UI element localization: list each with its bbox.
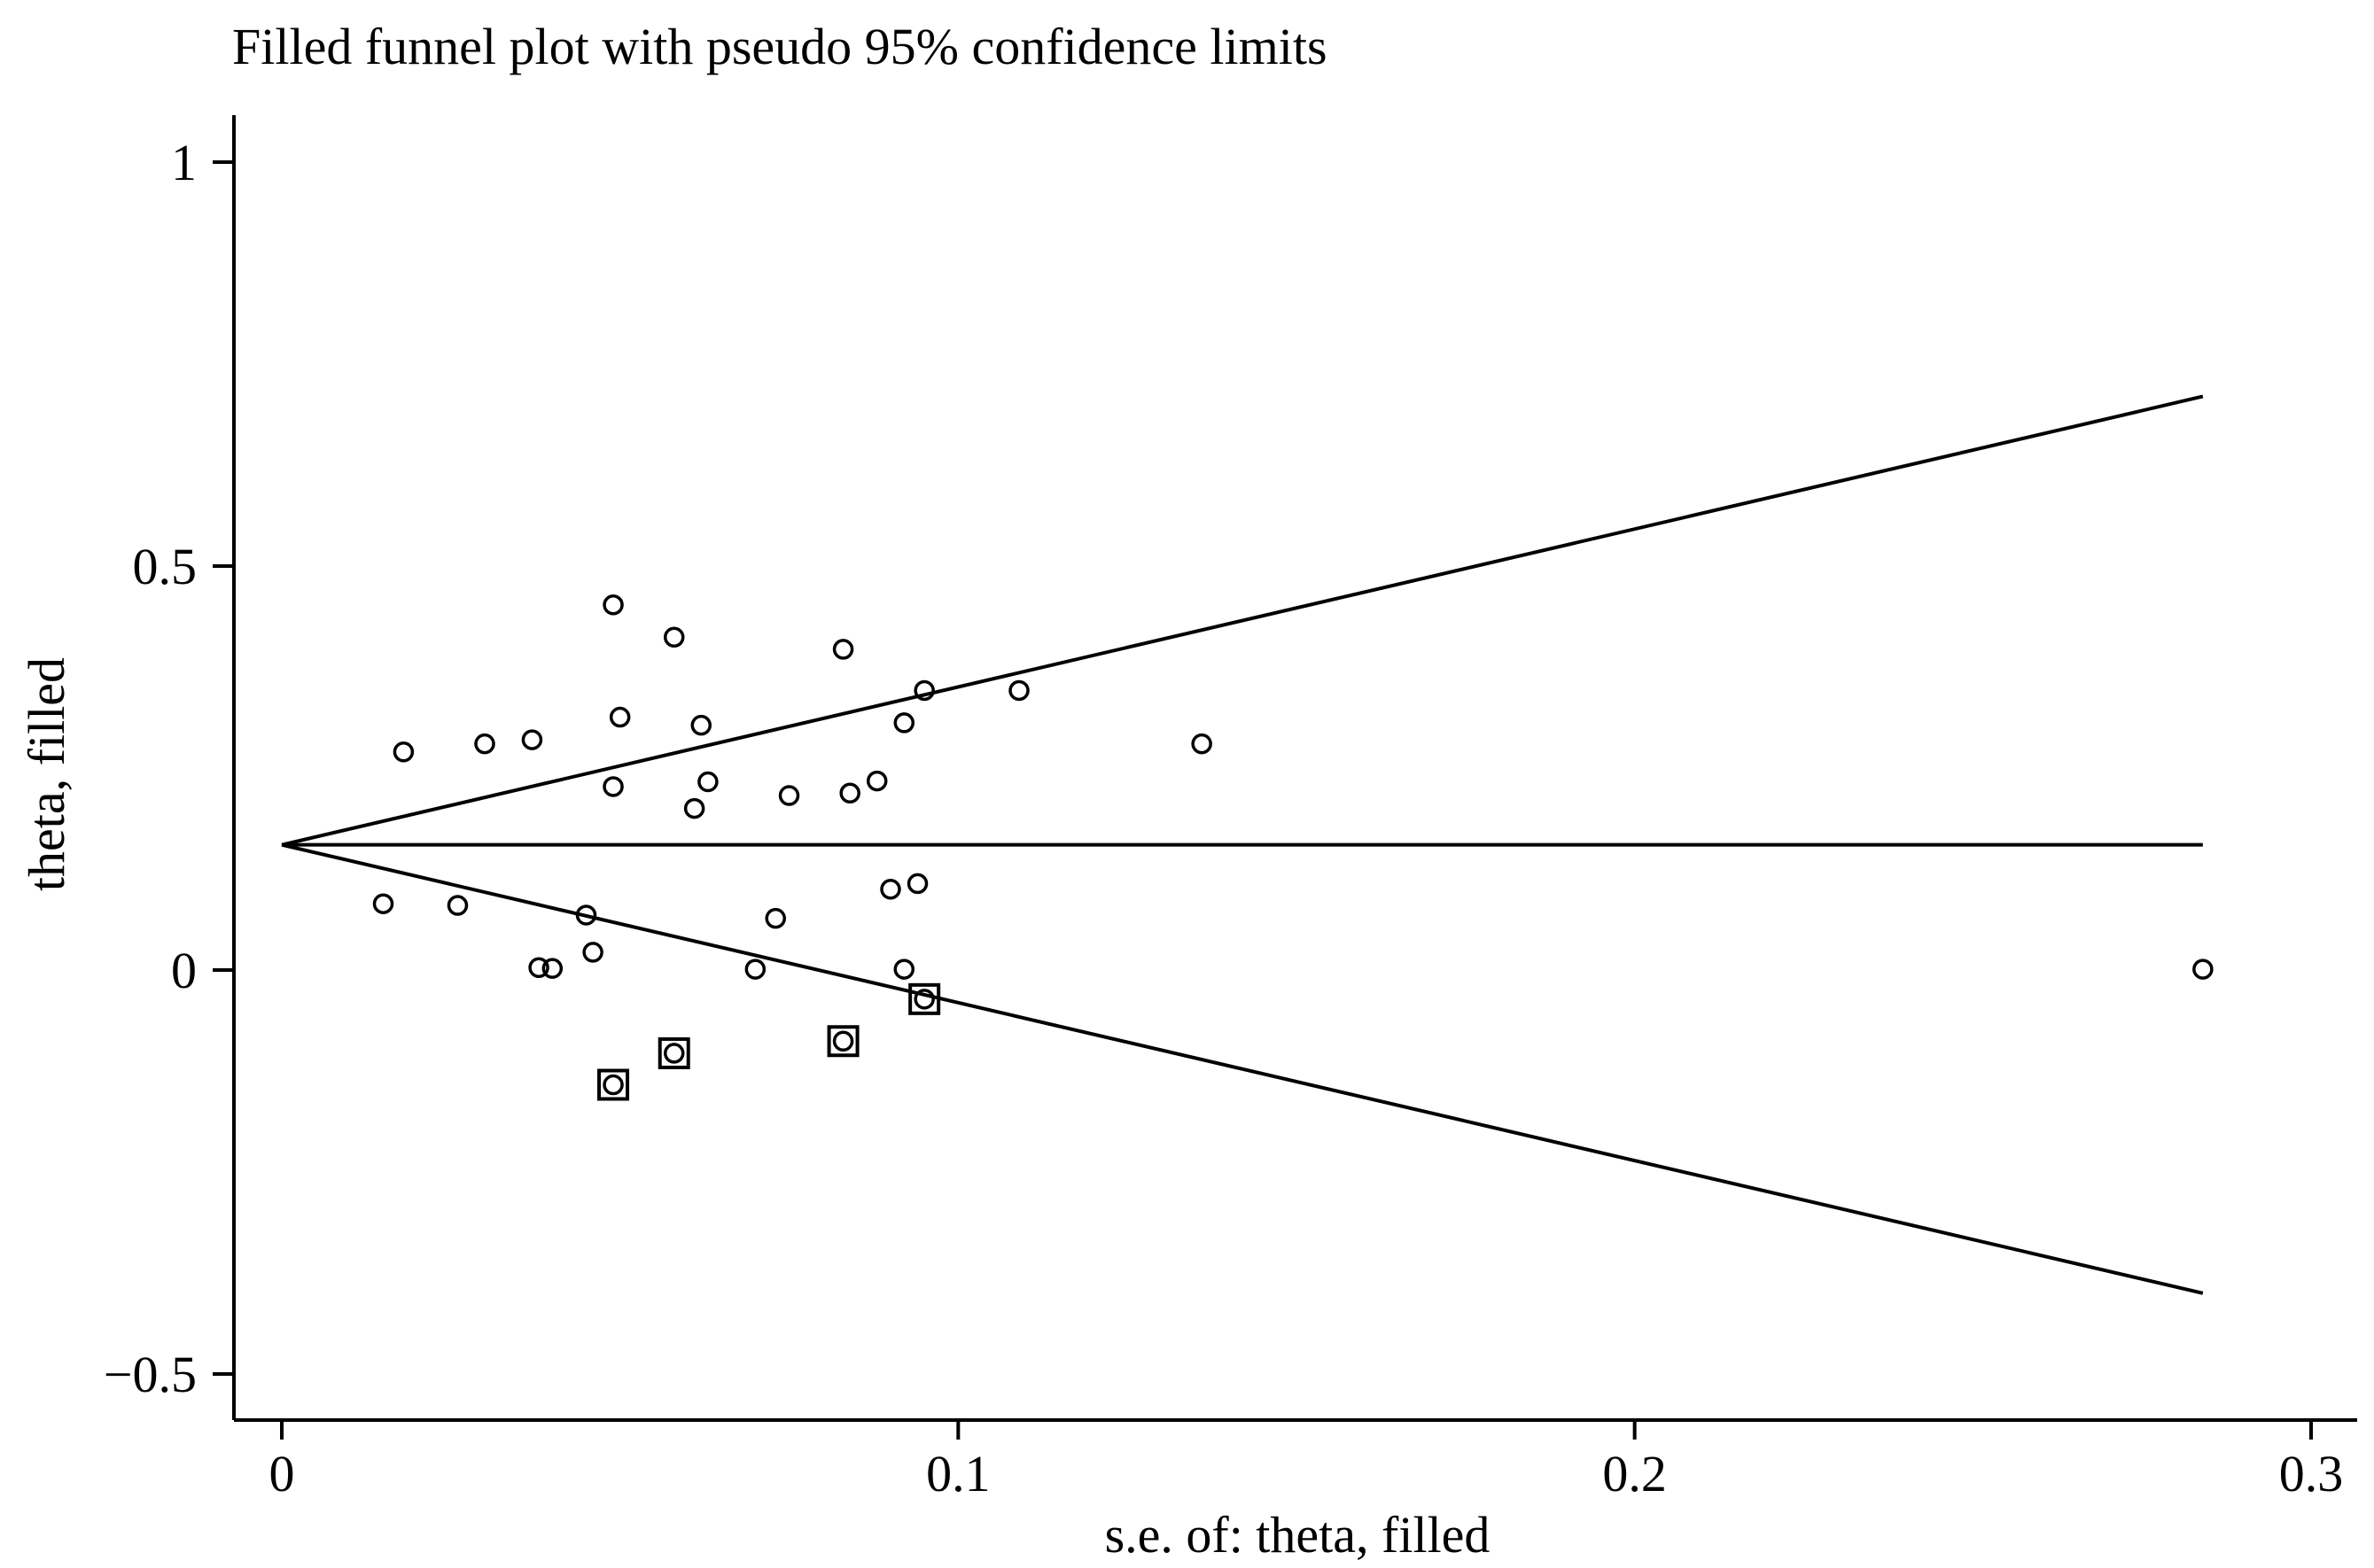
observed-study-point <box>603 594 624 616</box>
observed-study-point <box>914 679 935 702</box>
filled-study-point <box>663 1043 685 1064</box>
observed-study-point <box>521 729 543 750</box>
observed-study-point <box>1191 733 1212 755</box>
x-tick-label: 0.3 <box>2279 1445 2344 1502</box>
observed-study-point <box>372 893 394 914</box>
observed-study-point <box>832 639 854 660</box>
x-axis-label: s.e. of: theta, filled <box>1105 1506 1491 1564</box>
observed-study-point <box>393 741 415 763</box>
x-tick-label: 0.1 <box>926 1445 991 1502</box>
observed-study-point <box>893 712 915 734</box>
observed-study-point <box>2192 959 2214 980</box>
observed-study-point <box>690 714 712 736</box>
x-tick-label: 0.2 <box>1602 1445 1667 1502</box>
observed-study-point <box>609 706 631 728</box>
observed-study-point <box>582 942 603 963</box>
observed-study-point <box>893 959 915 980</box>
observed-study-point <box>575 904 597 926</box>
y-axis-label: theta, filled <box>18 657 75 891</box>
x-axis-ticks: 0 0.1 0.2 0.3 <box>269 1420 2344 1502</box>
x-tick-label: 0 <box>269 1445 295 1502</box>
observed-study-point <box>1008 679 1030 702</box>
observed-study-point <box>663 626 685 648</box>
upper-confidence-limit-line <box>281 394 2204 847</box>
observed-study-point <box>744 959 767 980</box>
observed-study-point <box>683 797 705 819</box>
observed-study-point <box>541 958 564 979</box>
chart-title: Filled funnel plot with pseudo 95% confi… <box>232 18 1327 75</box>
observed-study-point <box>880 879 901 900</box>
funnel-lines <box>281 394 2204 1295</box>
filled-study-square <box>827 1025 860 1058</box>
filled-study-square <box>658 1036 690 1069</box>
filled-study-point <box>832 1030 854 1052</box>
observed-study-point <box>447 895 469 916</box>
observed-study-point <box>866 770 888 792</box>
observed-study-point <box>603 776 624 797</box>
y-tick-label: −0.5 <box>104 1346 197 1403</box>
filled-study-point <box>914 989 935 1010</box>
observed-study-point <box>765 907 786 929</box>
lower-confidence-limit-line <box>281 842 2204 1295</box>
observed-study-point <box>839 782 860 804</box>
y-tick-label: 1 <box>171 134 197 191</box>
filled-study-point <box>603 1074 624 1096</box>
y-axis-ticks: −0.5 0 0.5 1 <box>104 134 234 1403</box>
observed-study-point <box>697 771 719 793</box>
observed-study-point <box>474 733 495 755</box>
data-points <box>372 594 2214 1101</box>
observed-study-point <box>907 873 929 895</box>
y-tick-label: 0 <box>171 942 197 999</box>
filled-study-square <box>597 1068 630 1101</box>
y-tick-label: 0.5 <box>133 538 198 595</box>
observed-study-point <box>528 957 549 979</box>
filled-study-square <box>908 982 941 1015</box>
observed-study-point <box>778 785 800 806</box>
